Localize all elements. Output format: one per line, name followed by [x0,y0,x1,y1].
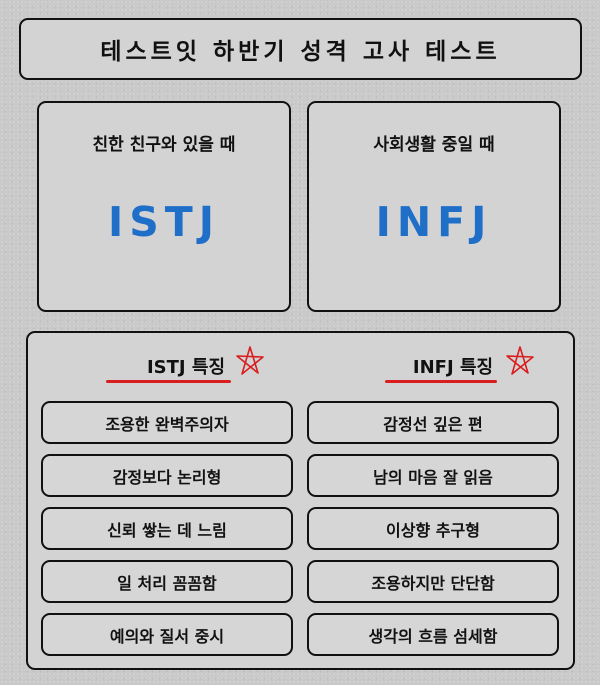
traits-heading-left: ISTJ 특징 [146,357,226,378]
mode-label: 친한 친구와 있을 때 [92,135,236,155]
trait-item: 신뢰 쌓는 데 느림 [41,507,293,550]
title-banner: 테스트잇 하반기 성격 고사 테스트 [19,18,582,80]
trait-item: 남의 마음 잘 읽음 [307,454,559,497]
trait-item: 조용하지만 단단함 [307,560,559,603]
trait-item: 일 처리 꼼꼼함 [41,560,293,603]
mode-card-work: 사회생활 중일 때 INFJ [307,101,561,312]
page-title: 테스트잇 하반기 성격 고사 테스트 [100,39,501,65]
mode-label: 사회생활 중일 때 [373,135,495,155]
mode-type-result: INFJ [375,198,493,246]
trait-item: 감정보다 논리형 [41,454,293,497]
mode-type-result: ISTJ [107,198,220,246]
heading-underline [106,380,231,383]
star-icon [506,346,534,375]
trait-item: 이상향 추구형 [307,507,559,550]
traits-heading-right: INFJ 특징 [412,357,494,378]
mode-card-friends: 친한 친구와 있을 때 ISTJ [37,101,291,312]
trait-item: 예의와 질서 중시 [41,613,293,656]
traits-panel: ISTJ 특징 INFJ 특징 조용한 완벽주의자 감정보다 논리형 신뢰 쌓는… [26,331,575,670]
heading-underline [385,380,497,383]
trait-item: 조용한 완벽주의자 [41,401,293,444]
trait-item: 생각의 흐름 섬세함 [307,613,559,656]
trait-item: 감정선 깊은 편 [307,401,559,444]
star-icon [236,346,264,375]
